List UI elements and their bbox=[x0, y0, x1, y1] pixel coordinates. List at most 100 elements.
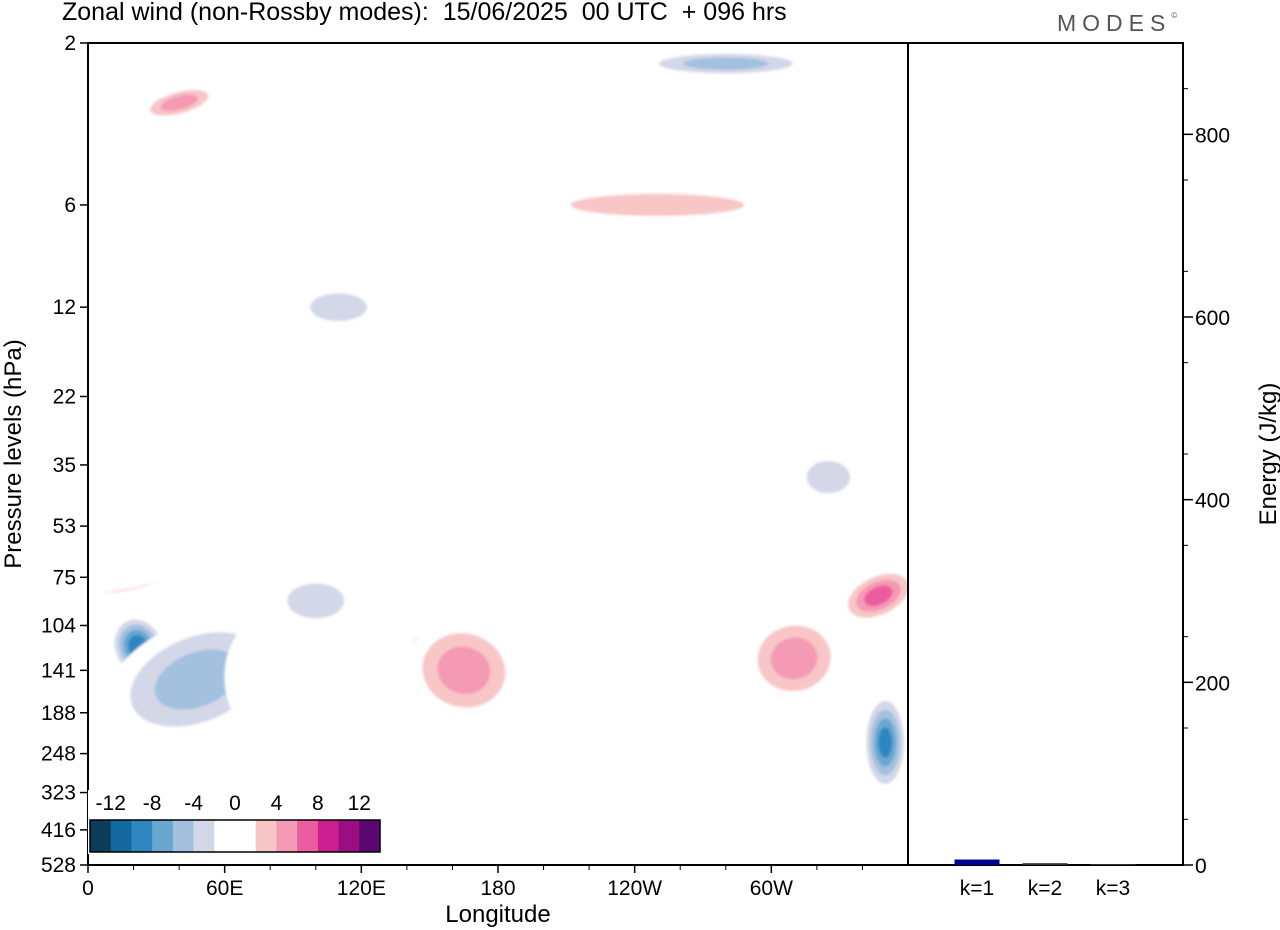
energy-bar-label: k=2 bbox=[1028, 877, 1062, 900]
logo-text: MODES bbox=[1057, 10, 1172, 36]
contour-band bbox=[258, 186, 510, 224]
wind-feature-16 bbox=[536, 302, 710, 397]
y-tick-label: 188 bbox=[41, 702, 76, 725]
energy-tick-label: 600 bbox=[1195, 307, 1230, 330]
contour-band bbox=[683, 57, 769, 70]
modes-logo: MODES© bbox=[1057, 10, 1177, 37]
contour-band bbox=[864, 585, 893, 606]
wind-feature-14 bbox=[862, 692, 908, 793]
y-tick-label: 416 bbox=[41, 819, 76, 842]
colorbar: -12 -8 -4 0 4 8 12 bbox=[88, 790, 382, 854]
colorbar-swatch bbox=[90, 820, 112, 852]
contour-band bbox=[160, 94, 198, 112]
logo-mark: © bbox=[1171, 11, 1178, 21]
colorbar-swatch bbox=[110, 820, 132, 852]
wind-field bbox=[88, 50, 908, 865]
x-tick-label: 120W bbox=[607, 877, 662, 900]
contour-band bbox=[310, 293, 367, 322]
energy-tick-label: 400 bbox=[1195, 490, 1230, 513]
colorbar-frame bbox=[89, 819, 381, 853]
y-tick-label: 6 bbox=[64, 194, 76, 217]
energy-bar bbox=[1022, 863, 1068, 865]
contour-band bbox=[437, 646, 491, 695]
x-tick-label: 60E bbox=[206, 877, 243, 900]
colorbar-label: 8 bbox=[312, 792, 324, 815]
colorbar-label: -12 bbox=[96, 792, 126, 815]
y-tick-label: 12 bbox=[53, 296, 76, 319]
chart-title: Zonal wind (non-Rossby modes): 15/06/202… bbox=[62, 0, 787, 26]
contour-band bbox=[748, 798, 795, 865]
contour-band bbox=[154, 649, 240, 710]
wind-feature-7 bbox=[407, 619, 521, 722]
colorbar-label: -4 bbox=[184, 792, 203, 815]
wind-feature-19 bbox=[634, 50, 817, 77]
y-tick-label: 53 bbox=[53, 515, 76, 538]
colorbar-swatch bbox=[359, 820, 381, 852]
x-tick-label: 120E bbox=[337, 877, 386, 900]
contour-band bbox=[133, 314, 316, 366]
colorbar-swatch bbox=[276, 820, 298, 852]
energy-bar-label: k=1 bbox=[960, 877, 994, 900]
contour-band bbox=[287, 583, 345, 619]
contour-band bbox=[570, 193, 745, 216]
energy-bar bbox=[1090, 864, 1136, 866]
wind-feature-13 bbox=[88, 494, 288, 595]
wind-feature-24 bbox=[794, 451, 863, 503]
wind-feature-20 bbox=[714, 160, 908, 196]
energy-bar bbox=[954, 859, 1000, 865]
energy-axis: 0 200 400 600 800 bbox=[1183, 88, 1230, 878]
y-tick-label: 2 bbox=[64, 32, 76, 55]
colorbar-label: 12 bbox=[348, 792, 371, 815]
y-tick-label: 35 bbox=[53, 454, 76, 477]
colorbar-label: 4 bbox=[271, 792, 283, 815]
x-tick-label: 0 bbox=[82, 877, 94, 900]
y-axis: 2 6 12 22 35 53 75 104 141 188 248 323 416 528 bbox=[41, 32, 88, 877]
y-tick-label: 323 bbox=[41, 782, 76, 805]
energy-tick-label: 0 bbox=[1195, 855, 1207, 878]
contour-band bbox=[806, 460, 851, 494]
wind-feature-23 bbox=[520, 187, 795, 223]
colorbar-swatch bbox=[172, 820, 195, 852]
wind-feature-3 bbox=[224, 604, 362, 755]
x-axis-title: Longitude bbox=[445, 901, 550, 928]
wind-feature-11 bbox=[839, 567, 908, 624]
colorbar-swatch bbox=[317, 820, 340, 852]
colorbar-swatch bbox=[131, 820, 153, 852]
y-axis-title: Pressure levels (hPa) bbox=[0, 339, 27, 568]
y-tick-label: 75 bbox=[53, 566, 76, 589]
x-axis: 0 60E 120E 180 120W 60W bbox=[82, 865, 863, 900]
y-tick-label: 141 bbox=[41, 659, 76, 682]
contour-band bbox=[878, 727, 893, 758]
colorbar-swatch bbox=[152, 820, 174, 852]
y-tick-label: 104 bbox=[41, 614, 76, 637]
contour-band bbox=[536, 302, 710, 397]
contour-band bbox=[714, 160, 908, 196]
wind-feature-4 bbox=[274, 575, 357, 627]
wind-feature-10 bbox=[744, 613, 845, 704]
energy-panel-frame bbox=[907, 42, 1184, 866]
x-tick-label: 60W bbox=[750, 877, 793, 900]
energy-tick-label: 800 bbox=[1195, 124, 1230, 147]
wind-feature-21 bbox=[139, 85, 219, 121]
y-tick-label: 22 bbox=[53, 385, 76, 408]
y-tick-label: 528 bbox=[41, 854, 76, 877]
contour-band bbox=[224, 604, 362, 755]
energy-bar-label: k=3 bbox=[1096, 877, 1130, 900]
colorbar-swatch bbox=[235, 820, 257, 852]
wind-feature-27 bbox=[748, 798, 795, 865]
colorbar-swatch bbox=[214, 820, 236, 852]
colorbar-swatch bbox=[338, 820, 360, 852]
y-tick-label: 248 bbox=[41, 743, 76, 766]
energy-axis-title: Energy (J/kg) bbox=[1255, 383, 1280, 526]
colorbar-swatch bbox=[193, 820, 215, 852]
wind-feature-18 bbox=[133, 314, 316, 366]
wind-feature-17 bbox=[297, 287, 380, 328]
colorbar-swatch bbox=[255, 820, 277, 852]
colorbar-label: 0 bbox=[229, 792, 241, 815]
colorbar-swatch bbox=[297, 820, 319, 852]
x-tick-label: 180 bbox=[480, 877, 515, 900]
wind-feature-22 bbox=[258, 186, 510, 224]
energy-tick-label: 200 bbox=[1195, 672, 1230, 695]
contour-band bbox=[770, 637, 818, 680]
